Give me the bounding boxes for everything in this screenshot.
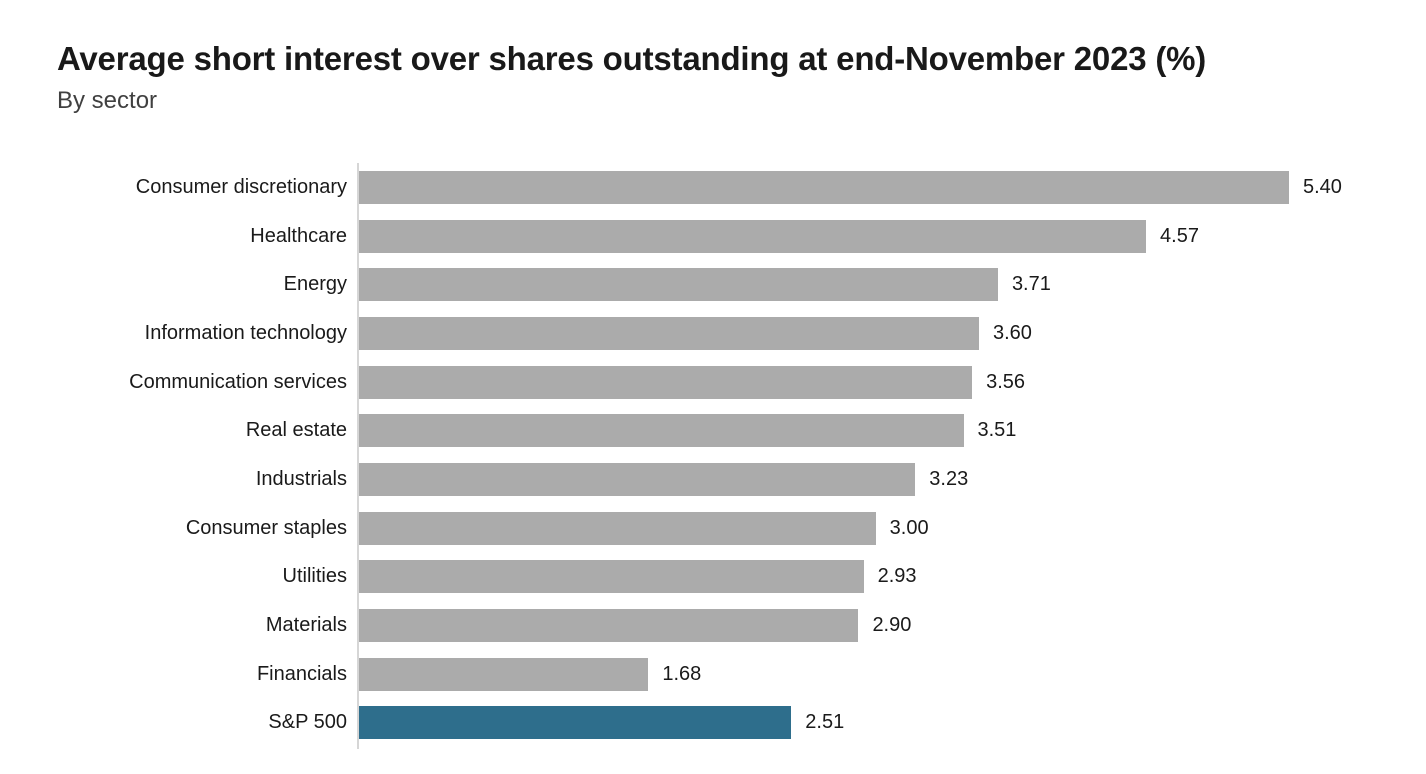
category-label: Energy	[283, 273, 347, 296]
category-label: Real estate	[245, 419, 347, 442]
bar-row: Communication services 3.56	[0, 358, 1426, 407]
category-label: Materials	[265, 614, 347, 637]
category-label: Healthcare	[250, 224, 347, 247]
value-label: 2.93	[877, 565, 917, 588]
bar-row: Materials 2.90	[0, 601, 1426, 650]
value-label: 2.51	[805, 711, 845, 734]
value-label: 3.23	[929, 467, 969, 490]
category-label: Industrials	[255, 467, 347, 490]
bar	[359, 365, 973, 399]
bar-row: Consumer staples 3.00	[0, 504, 1426, 553]
bar-row: Consumer discretionary 5.40	[0, 163, 1426, 212]
bar	[359, 219, 1147, 253]
bar-track: 3.00	[359, 504, 1426, 553]
bar-track: 3.71	[359, 260, 1426, 309]
value-label: 1.68	[662, 662, 702, 685]
bar-row: Healthcare 4.57	[0, 212, 1426, 261]
chart-title: Average short interest over shares outst…	[57, 40, 1207, 77]
value-label: 3.60	[993, 321, 1032, 344]
bar-row: Financials 1.68	[0, 650, 1426, 699]
bar-track: 2.93	[359, 553, 1426, 602]
category-label: Financials	[256, 662, 347, 685]
bar-row: Energy 3.71	[0, 260, 1426, 309]
value-label: 3.71	[1011, 273, 1051, 296]
bar-row: Real estate 3.51	[0, 406, 1426, 455]
category-label: S&P 500	[268, 711, 347, 734]
bar-track: 3.51	[359, 406, 1426, 455]
bar-track: 3.56	[359, 358, 1426, 407]
bar	[359, 316, 979, 350]
bar-track: 2.51	[359, 699, 1426, 748]
category-label: Communication services	[129, 370, 347, 393]
bar	[359, 170, 1289, 204]
y-axis-line	[357, 163, 359, 749]
bar-track: 2.90	[359, 601, 1426, 650]
bar-row: S&P 500 2.51	[0, 699, 1426, 748]
value-label: 3.00	[889, 516, 929, 539]
chart-subtitle: By sector	[57, 86, 158, 114]
bar	[359, 268, 998, 302]
bar	[359, 560, 864, 594]
bar-row: Industrials 3.23	[0, 455, 1426, 504]
bar	[359, 511, 876, 545]
category-label: Consumer discretionary	[135, 175, 347, 198]
value-label: 2.90	[872, 614, 912, 637]
bar-track: 4.57	[359, 212, 1426, 261]
bar	[359, 609, 859, 643]
value-label: 5.40	[1303, 175, 1342, 198]
value-label: 3.56	[986, 370, 1026, 393]
bar	[359, 657, 649, 691]
bar-highlighted	[359, 706, 792, 740]
bar-track: 3.60	[359, 309, 1426, 358]
bar	[359, 462, 916, 496]
chart-header: Average short interest over shares outst…	[57, 40, 1206, 115]
bar-row: Information technology 3.60	[0, 309, 1426, 358]
bar-track: 5.40	[359, 163, 1426, 212]
category-label: Information technology	[144, 321, 347, 344]
value-label: 3.51	[977, 419, 1017, 442]
bar-track: 3.23	[359, 455, 1426, 504]
bar-track: 1.68	[359, 650, 1426, 699]
bar	[359, 414, 964, 448]
bar-row: Utilities 2.93	[0, 553, 1426, 602]
value-label: 4.57	[1160, 224, 1199, 247]
bar-chart: Consumer discretionary 5.40 Healthcare 4.57…	[0, 163, 1426, 747]
category-label: Utilities	[282, 565, 347, 588]
category-label: Consumer staples	[185, 516, 347, 539]
